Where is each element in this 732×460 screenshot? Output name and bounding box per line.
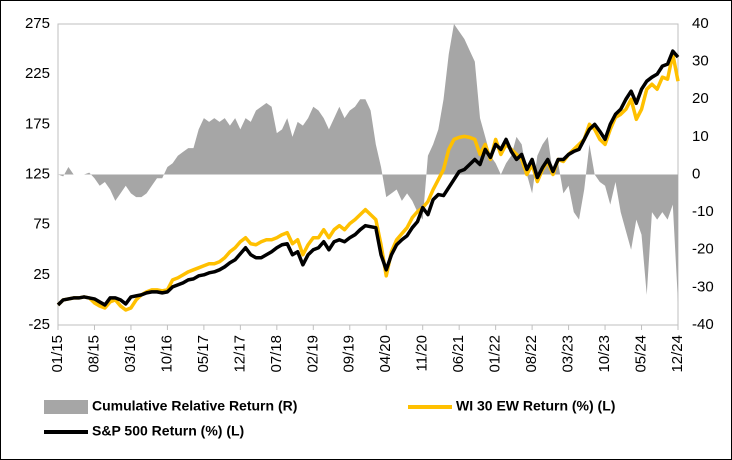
x-tick-label: 04/20 [377,335,394,373]
x-tick-label: 10/16 [158,335,175,373]
y2-tick-label: -40 [692,316,714,333]
line [56,52,680,312]
x-tick-label: 12/17 [231,335,248,373]
x-tick-label: 08/22 [523,335,540,373]
y2-tick-label: 30 [692,53,709,70]
y2-tick-label: 0 [692,165,700,182]
y2-tick-label: -10 [692,203,714,220]
x-tick-label: 06/21 [450,335,467,373]
y2-tick-label: 40 [692,15,709,32]
y-tick-label: -25 [28,316,50,333]
x-tick-label: 01/15 [49,335,66,373]
y-tick-label: 125 [25,165,50,182]
x-tick-label: 01/22 [487,335,504,373]
x-tick-label: 10/23 [596,335,613,373]
y2-tick-label: 20 [692,90,709,107]
legend-label: Cumulative Relative Return (R) [92,398,297,414]
legend-label: WI 30 EW Return (%) (L) [456,398,615,414]
y2-tick-label: 10 [692,128,709,145]
x-tick-label: 09/19 [341,335,358,373]
x-tick-label: 12/24 [669,335,686,373]
legend-swatch [44,400,88,414]
x-tick-label: 02/19 [304,335,321,373]
y-tick-label: 225 [25,65,50,82]
x-tick-label: 03/23 [560,335,577,373]
legend-label: S&P 500 Return (%) (L) [92,423,244,439]
x-tick-label: 08/15 [85,335,102,373]
x-tick-label: 07/18 [268,335,285,373]
y2-tick-label: -30 [692,278,714,295]
y-tick-label: 25 [33,266,50,283]
x-tick-label: 05/17 [195,335,212,373]
x-tick-label: 03/16 [122,335,139,373]
x-tick-label: 11/20 [414,335,431,371]
area [58,24,678,303]
line [56,49,680,307]
y-tick-label: 275 [25,15,50,32]
y-tick-label: 175 [25,115,50,132]
y2-tick-label: -20 [692,241,714,258]
y-tick-label: 75 [33,216,50,233]
x-tick-label: 05/24 [632,335,649,373]
